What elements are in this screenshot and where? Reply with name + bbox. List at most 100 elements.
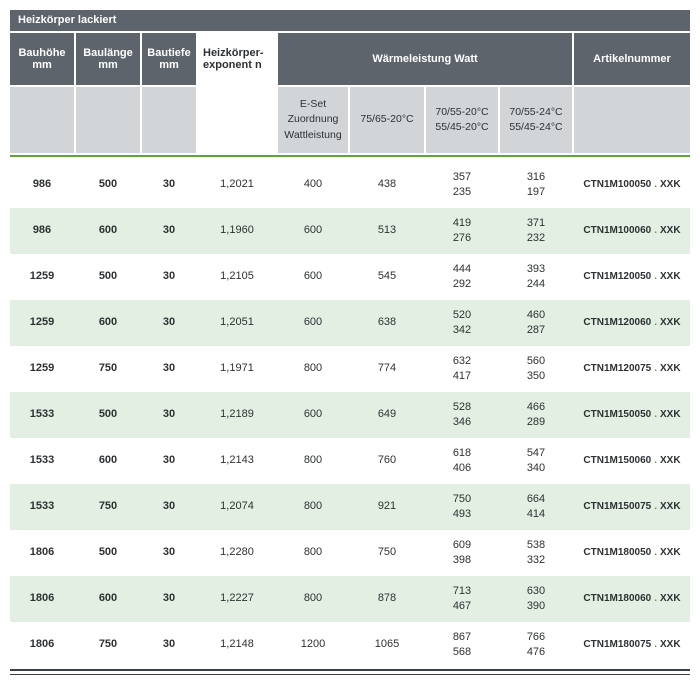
cell-watt-7565: 638	[377, 316, 397, 329]
artikel-suffix: XXK	[660, 639, 681, 650]
cell-artikelnummer: CTN1M180075. XXK	[574, 622, 690, 668]
cell-artikelnummer: CTN1M120060. XXK	[574, 300, 690, 346]
artikel-base: CTN1M150060	[583, 455, 652, 466]
artikel-suffix: XXK	[660, 409, 681, 420]
cell-artikelnummer: CTN1M100060. XXK	[574, 208, 690, 254]
cell-watt-7055-20: 632 417	[452, 354, 472, 382]
cell-eset-watt: 600	[303, 270, 323, 283]
cell-baulaenge: 500	[98, 546, 118, 559]
cell-exponent: 1,2148	[220, 638, 254, 651]
artikel-suffix: XXK	[660, 501, 681, 512]
cell-baulaenge: 750	[98, 638, 118, 651]
cell-watt-7055-24: 460 287	[526, 308, 546, 336]
cell-bautiefe: 30	[162, 546, 176, 559]
cell-artikelnummer: CTN1M120075. XXK	[574, 346, 690, 392]
cell-artikelnummer: CTN1M150060. XXK	[574, 438, 690, 484]
cell-eset-watt: 600	[303, 408, 323, 421]
artikel-base: CTN1M180075	[583, 639, 652, 650]
table-bottom-rule-thin	[10, 674, 690, 675]
cell-bauhoehe: 1533	[29, 408, 55, 421]
table-row: 1259 600 30 1,2051 600 638 520 342 460 287 CTN1M…	[10, 300, 690, 346]
cell-bauhoehe: 1259	[29, 362, 55, 375]
artikel-suffix: XXK	[660, 225, 681, 236]
cell-artikelnummer: CTN1M150075. XXK	[574, 484, 690, 530]
artikel-suffix: XXK	[660, 179, 681, 190]
artikel-suffix: XXK	[660, 363, 681, 374]
subheader-7055-24: 70/55-24°C 55/45-24°C	[500, 87, 572, 153]
cell-watt-7055-24: 766 476	[526, 630, 546, 658]
table-row: 986 600 30 1,1960 600 513 419 276 371 232 CTN1M1…	[10, 208, 690, 254]
table-body: 986 500 30 1,2021 400 438 357 235 316 197 CTN1M1…	[10, 162, 690, 668]
cell-exponent: 1,2227	[220, 592, 254, 605]
table-row: 1533 600 30 1,2143 800 760 618 406 547 340 CTN1M…	[10, 438, 690, 484]
table-title: Heizkörper lackiert	[10, 10, 690, 31]
cell-eset-watt: 1200	[300, 638, 326, 651]
cell-watt-7055-24: 538 332	[526, 538, 546, 566]
cell-bautiefe: 30	[162, 270, 176, 283]
cell-watt-7055-20: 713 467	[452, 584, 472, 612]
cell-bauhoehe: 1806	[29, 638, 55, 651]
cell-watt-7055-20: 520 342	[452, 308, 472, 336]
artikel-color-dot: .	[654, 455, 658, 466]
header-artikelnummer: Artikelnummer	[574, 33, 690, 85]
cell-watt-7055-20: 357 235	[452, 170, 472, 198]
artikel-suffix: XXK	[660, 271, 681, 282]
cell-eset-watt: 800	[303, 592, 323, 605]
cell-exponent: 1,2143	[220, 454, 254, 467]
cell-watt-7055-24: 466 289	[526, 400, 546, 428]
subheader-spacer-artikelnummer	[574, 87, 690, 153]
table-row: 1533 500 30 1,2189 600 649 528 346 466 289 CTN1M…	[10, 392, 690, 438]
cell-exponent: 1,2074	[220, 500, 254, 513]
table-row: 1533 750 30 1,2074 800 921 750 493 664 414 CTN1M…	[10, 484, 690, 530]
artikel-color-dot: .	[654, 593, 658, 604]
cell-artikelnummer: CTN1M150050. XXK	[574, 392, 690, 438]
cell-baulaenge: 600	[98, 454, 118, 467]
cell-watt-7565: 760	[377, 454, 397, 467]
artikel-color-dot: .	[654, 547, 658, 558]
artikel-color-dot: .	[654, 501, 658, 512]
cell-exponent: 1,2105	[220, 270, 254, 283]
table-row: 1806 750 30 1,2148 1200 1065 867 568 766 476 CTN…	[10, 622, 690, 668]
cell-watt-7565: 878	[377, 592, 397, 605]
cell-artikelnummer: CTN1M180050. XXK	[574, 530, 690, 576]
cell-bautiefe: 30	[162, 178, 176, 191]
artikel-base: CTN1M120060	[583, 317, 652, 328]
subheader-7565: 75/65-20°C	[350, 87, 424, 153]
cell-watt-7565: 1065	[374, 638, 400, 651]
artikel-color-dot: .	[654, 317, 658, 328]
cell-bauhoehe: 1533	[29, 454, 55, 467]
cell-watt-7565: 513	[377, 224, 397, 237]
table-row: 1259 750 30 1,1971 800 774 632 417 560 350 CTN1M…	[10, 346, 690, 392]
cell-watt-7565: 649	[377, 408, 397, 421]
cell-watt-7055-20: 618 406	[452, 446, 472, 474]
artikel-suffix: XXK	[660, 547, 681, 558]
artikel-base: CTN1M150075	[583, 501, 652, 512]
header-waermeleistung: Wärmeleistung Watt	[278, 33, 572, 85]
cell-watt-7055-24: 630 390	[526, 584, 546, 612]
cell-watt-7055-20: 419 276	[452, 216, 472, 244]
artikel-color-dot: .	[654, 363, 658, 374]
cell-exponent: 1,2021	[220, 178, 254, 191]
cell-bautiefe: 30	[162, 454, 176, 467]
cell-bautiefe: 30	[162, 592, 176, 605]
header-exponent: Heizkörper- exponent n	[198, 33, 276, 85]
cell-watt-7565: 774	[377, 362, 397, 375]
table-row: 1259 500 30 1,2105 600 545 444 292 393 244 CTN1M…	[10, 254, 690, 300]
cell-bauhoehe: 1533	[29, 500, 55, 513]
cell-bautiefe: 30	[162, 224, 176, 237]
cell-bauhoehe: 986	[32, 178, 52, 191]
cell-watt-7565: 545	[377, 270, 397, 283]
cell-watt-7055-24: 560 350	[526, 354, 546, 382]
cell-exponent: 1,1971	[220, 362, 254, 375]
cell-watt-7055-24: 664 414	[526, 492, 546, 520]
cell-exponent: 1,2051	[220, 316, 254, 329]
cell-baulaenge: 750	[98, 500, 118, 513]
cell-exponent: 1,2280	[220, 546, 254, 559]
cell-artikelnummer: CTN1M100050. XXK	[574, 162, 690, 208]
cell-exponent: 1,2189	[220, 408, 254, 421]
cell-baulaenge: 600	[98, 316, 118, 329]
artikel-suffix: XXK	[660, 317, 681, 328]
artikel-suffix: XXK	[660, 593, 681, 604]
cell-artikelnummer: CTN1M180060. XXK	[574, 576, 690, 622]
cell-watt-7055-20: 750 493	[452, 492, 472, 520]
